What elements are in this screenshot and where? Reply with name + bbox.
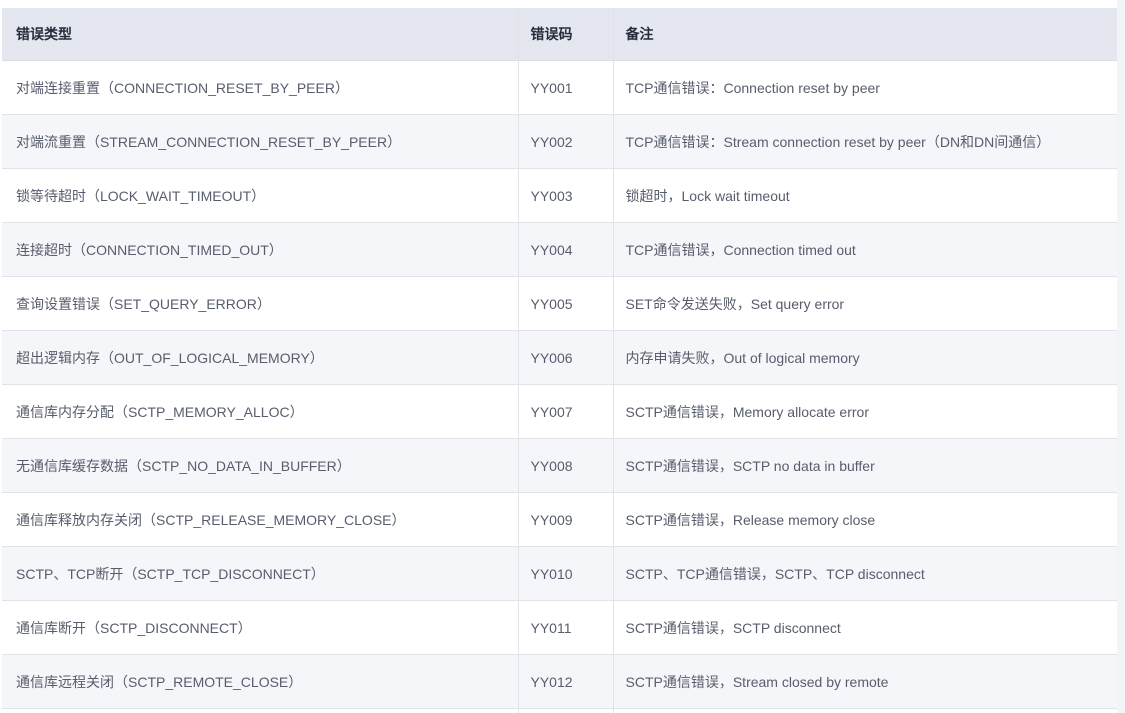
error-type-cell: 无通信库缓存数据（SCTP_NO_DATA_IN_BUFFER） <box>2 438 518 493</box>
remark-cell: SCTP通信错误，Stream closed by remote <box>612 654 1117 709</box>
remark-cell: SCTP通信错误，SCTP no data in buffer <box>612 438 1117 493</box>
error-type-cell: 查询设置错误（SET_QUERY_ERROR） <box>2 276 518 331</box>
error-code-cell: YY003 <box>517 168 613 223</box>
remark-cell: SCTP通信错误，Release memory close <box>612 492 1117 547</box>
table-row: 查询设置错误（SET_QUERY_ERROR） YY005 SET命令发送失败，… <box>2 276 1117 331</box>
remark-cell: SCTP通信错误，Memory allocate error <box>612 384 1117 439</box>
error-code-cell <box>517 708 613 713</box>
error-code-cell: YY006 <box>517 330 613 385</box>
error-type-cell: 超出逻辑内存（OUT_OF_LOGICAL_MEMORY） <box>2 330 518 385</box>
error-code-cell: YY009 <box>517 492 613 547</box>
table-row: 锁等待超时（LOCK_WAIT_TIMEOUT） YY003 锁超时，Lock … <box>2 168 1117 223</box>
error-code-cell: YY011 <box>517 600 613 655</box>
error-code-cell: YY012 <box>517 654 613 709</box>
error-code-table: 错误类型 错误码 备注 对端连接重置（CONNECTION_RESET_BY_P… <box>2 8 1117 713</box>
column-header-error-type: 错误类型 <box>2 8 518 61</box>
remark-cell: TCP通信错误：Stream connection reset by peer（… <box>612 114 1117 169</box>
table-row: 通信库释放内存关闭（SCTP_RELEASE_MEMORY_CLOSE） YY0… <box>2 492 1117 547</box>
error-code-cell: YY001 <box>517 60 613 115</box>
remark-cell <box>612 708 1117 713</box>
remark-cell: SET命令发送失败，Set query error <box>612 276 1117 331</box>
error-type-cell: 通信库远程关闭（SCTP_REMOTE_CLOSE） <box>2 654 518 709</box>
page-right-gutter <box>1117 0 1125 713</box>
error-code-cell: YY002 <box>517 114 613 169</box>
column-header-remark: 备注 <box>612 8 1117 61</box>
error-code-cell: YY005 <box>517 276 613 331</box>
error-type-cell: 对端连接重置（CONNECTION_RESET_BY_PEER） <box>2 60 518 115</box>
table-row: 通信库远程关闭（SCTP_REMOTE_CLOSE） YY012 SCTP通信错… <box>2 654 1117 709</box>
table-row: 连接超时（CONNECTION_TIMED_OUT） YY004 TCP通信错误… <box>2 222 1117 277</box>
column-header-error-code: 错误码 <box>517 8 613 61</box>
error-type-cell: 通信库内存分配（SCTP_MEMORY_ALLOC） <box>2 384 518 439</box>
remark-cell: 内存申请失败，Out of logical memory <box>612 330 1117 385</box>
table-row-partial <box>2 708 1117 713</box>
error-type-cell: 对端流重置（STREAM_CONNECTION_RESET_BY_PEER） <box>2 114 518 169</box>
remark-cell: SCTP、TCP通信错误，SCTP、TCP disconnect <box>612 546 1117 601</box>
table-row: 通信库断开（SCTP_DISCONNECT） YY011 SCTP通信错误，SC… <box>2 600 1117 655</box>
error-type-cell: SCTP、TCP断开（SCTP_TCP_DISCONNECT） <box>2 546 518 601</box>
error-code-cell: YY008 <box>517 438 613 493</box>
error-type-cell: 通信库断开（SCTP_DISCONNECT） <box>2 600 518 655</box>
table-row: 无通信库缓存数据（SCTP_NO_DATA_IN_BUFFER） YY008 S… <box>2 438 1117 493</box>
table-row: 对端流重置（STREAM_CONNECTION_RESET_BY_PEER） Y… <box>2 114 1117 169</box>
error-type-cell: 锁等待超时（LOCK_WAIT_TIMEOUT） <box>2 168 518 223</box>
table-header-row: 错误类型 错误码 备注 <box>2 8 1117 61</box>
remark-cell: SCTP通信错误，SCTP disconnect <box>612 600 1117 655</box>
table-row: 对端连接重置（CONNECTION_RESET_BY_PEER） YY001 T… <box>2 60 1117 115</box>
remark-cell: 锁超时，Lock wait timeout <box>612 168 1117 223</box>
table-row: 超出逻辑内存（OUT_OF_LOGICAL_MEMORY） YY006 内存申请… <box>2 330 1117 385</box>
error-type-cell <box>2 708 518 713</box>
error-code-cell: YY004 <box>517 222 613 277</box>
table-row: 通信库内存分配（SCTP_MEMORY_ALLOC） YY007 SCTP通信错… <box>2 384 1117 439</box>
remark-cell: TCP通信错误，Connection timed out <box>612 222 1117 277</box>
error-type-cell: 通信库释放内存关闭（SCTP_RELEASE_MEMORY_CLOSE） <box>2 492 518 547</box>
table-row: SCTP、TCP断开（SCTP_TCP_DISCONNECT） YY010 SC… <box>2 546 1117 601</box>
table-body: 对端连接重置（CONNECTION_RESET_BY_PEER） YY001 T… <box>2 60 1117 713</box>
error-type-cell: 连接超时（CONNECTION_TIMED_OUT） <box>2 222 518 277</box>
error-code-cell: YY007 <box>517 384 613 439</box>
remark-cell: TCP通信错误：Connection reset by peer <box>612 60 1117 115</box>
error-code-cell: YY010 <box>517 546 613 601</box>
